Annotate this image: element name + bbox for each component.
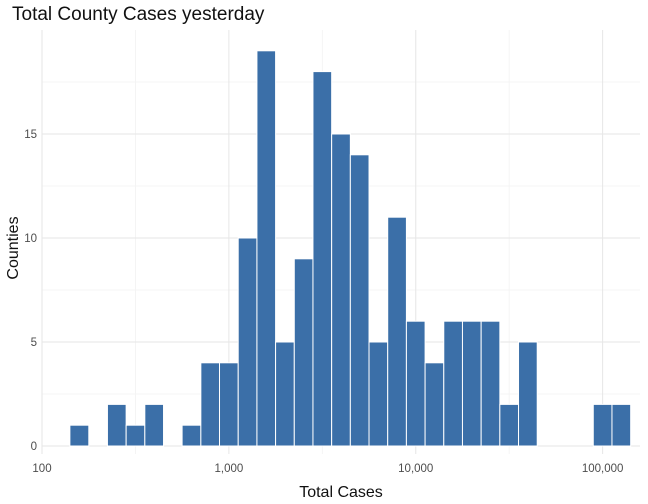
histogram-bar bbox=[69, 424, 90, 447]
x-tick-label: 100,000 bbox=[582, 463, 624, 475]
histogram-bar bbox=[518, 341, 538, 447]
y-tick-label: 10 bbox=[24, 233, 37, 245]
histogram-bar bbox=[461, 320, 482, 447]
chart-title: Total County Cases yesterday bbox=[12, 4, 265, 25]
y-axis-ticks: 0 5 10 15 bbox=[24, 129, 37, 453]
histogram-bar bbox=[424, 362, 445, 447]
histogram-bar bbox=[480, 320, 501, 447]
histogram-bar bbox=[387, 216, 407, 447]
histogram-bar bbox=[443, 320, 463, 447]
histogram-bar bbox=[611, 403, 632, 447]
histogram-bar bbox=[331, 133, 351, 447]
histogram-bar bbox=[181, 424, 202, 447]
histogram-bar bbox=[293, 258, 314, 447]
histogram-bar bbox=[219, 362, 239, 447]
x-tick-label: 10,000 bbox=[398, 463, 433, 475]
histogram-bar bbox=[275, 341, 295, 447]
histogram-bar bbox=[144, 403, 165, 447]
y-tick-label: 0 bbox=[31, 441, 37, 453]
x-axis-ticks: 100 1,000 10,000 100,000 bbox=[32, 463, 623, 475]
histogram-bar bbox=[349, 154, 370, 447]
histogram-bars bbox=[69, 50, 632, 447]
histogram-bar bbox=[106, 403, 127, 447]
y-tick-label: 15 bbox=[24, 129, 37, 141]
histogram-bar bbox=[237, 237, 258, 447]
x-tick-label: 1,000 bbox=[214, 463, 243, 475]
histogram-bar bbox=[368, 341, 389, 447]
histogram-bar bbox=[256, 50, 277, 447]
x-axis-title: Total Cases bbox=[299, 484, 383, 501]
x-tick-label: 100 bbox=[32, 463, 51, 475]
histogram-bar bbox=[405, 320, 426, 447]
histogram-bar bbox=[200, 362, 221, 447]
histogram-bar bbox=[499, 403, 520, 447]
y-tick-label: 5 bbox=[31, 337, 37, 349]
histogram-bar bbox=[125, 424, 146, 447]
y-axis-title: Counties bbox=[5, 216, 22, 279]
histogram-bar bbox=[592, 403, 613, 447]
histogram-bar bbox=[312, 71, 333, 447]
